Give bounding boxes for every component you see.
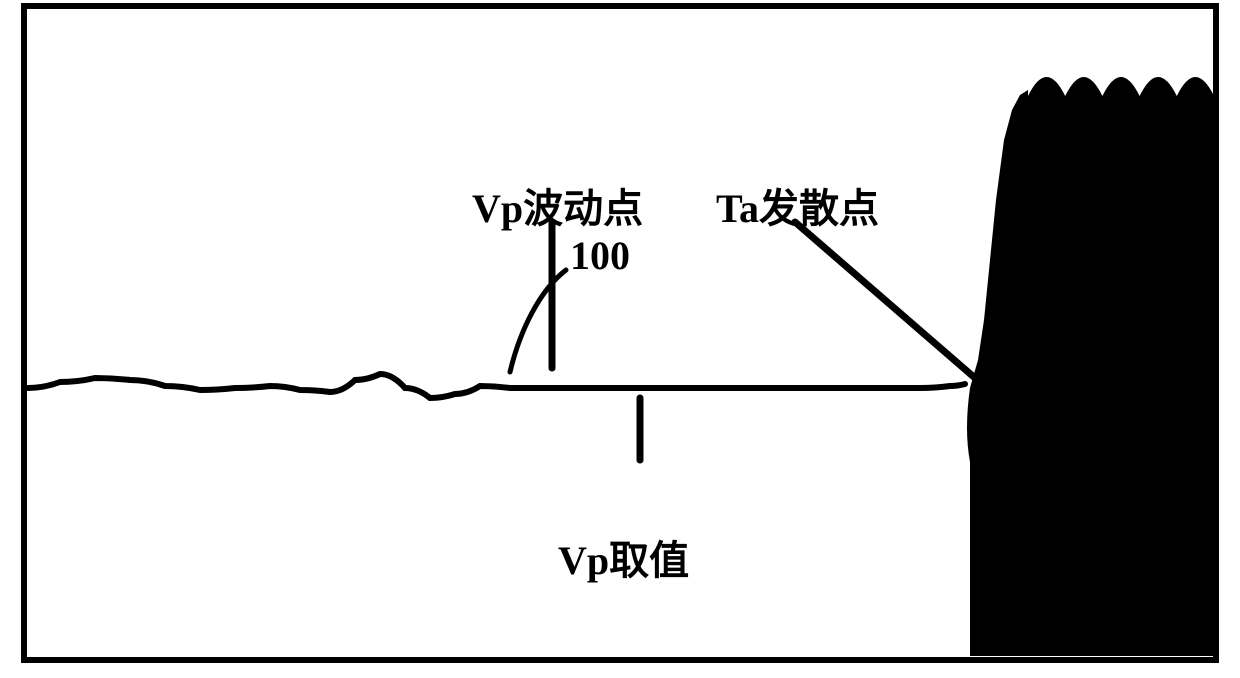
- label-ref-100: 100: [570, 232, 630, 279]
- label-ta-divergence-point: Ta发散点: [716, 176, 879, 234]
- diagram-root: Vp波动点 Ta发散点 100 Vp取值: [0, 0, 1240, 678]
- label-vp-value: Vp取值: [558, 528, 689, 586]
- label-vp-fluctuation-point: Vp波动点: [472, 176, 643, 234]
